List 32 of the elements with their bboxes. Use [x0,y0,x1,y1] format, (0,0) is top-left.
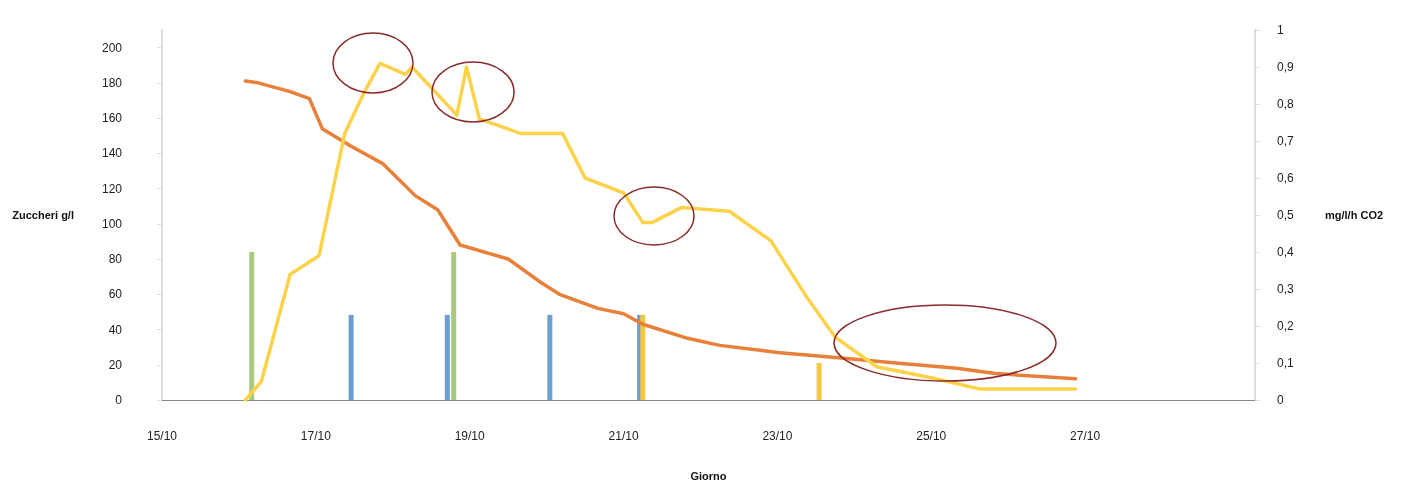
y-tick-label: 140 [101,146,123,161]
x-tick-label: 17/10 [300,429,332,443]
y2-tick-label: 0,3 [1277,282,1295,296]
y2-tick-label: 0,1 [1277,356,1295,370]
y2-tick-label: 0 [1277,393,1284,407]
y2-tick-label: 0,5 [1277,208,1295,222]
y-axis-title: Zuccheri g/l [12,209,74,221]
x-tick-label: 21/10 [608,429,639,443]
y2-tick-label: 0,6 [1277,171,1295,185]
y2-tick-label: 0,9 [1277,60,1295,74]
y-tick-label: 120 [101,181,123,196]
y-tick-label: 80 [108,252,123,267]
x-tick-label: 25/10 [916,429,947,443]
x-axis-title: Giorno [690,469,727,482]
y-tick-label: 40 [108,322,123,337]
x-tick-label: 23/10 [762,429,793,443]
y2-tick-label: 0,2 [1277,319,1295,333]
x-tick-label: 27/10 [1070,429,1101,443]
y2-tick-label: 1 [1277,23,1284,37]
x-tick-label: 19/10 [454,429,486,443]
y-tick-label: 100 [101,216,123,231]
x-tick-label: 15/10 [146,429,178,443]
y2-tick-label: 0,8 [1277,97,1295,111]
y-tick-label: 20 [108,357,123,372]
y-tick-label: 180 [101,75,123,90]
y2-axis-title: mg/l/h CO2 [1325,209,1384,221]
y-tick-label: 0 [115,393,123,407]
y-tick-label: 160 [101,111,123,126]
y2-tick-label: 0,4 [1277,245,1295,259]
y2-tick-label: 0,7 [1277,134,1295,148]
y-tick-label: 200 [101,40,123,55]
y-tick-label: 60 [108,287,123,302]
